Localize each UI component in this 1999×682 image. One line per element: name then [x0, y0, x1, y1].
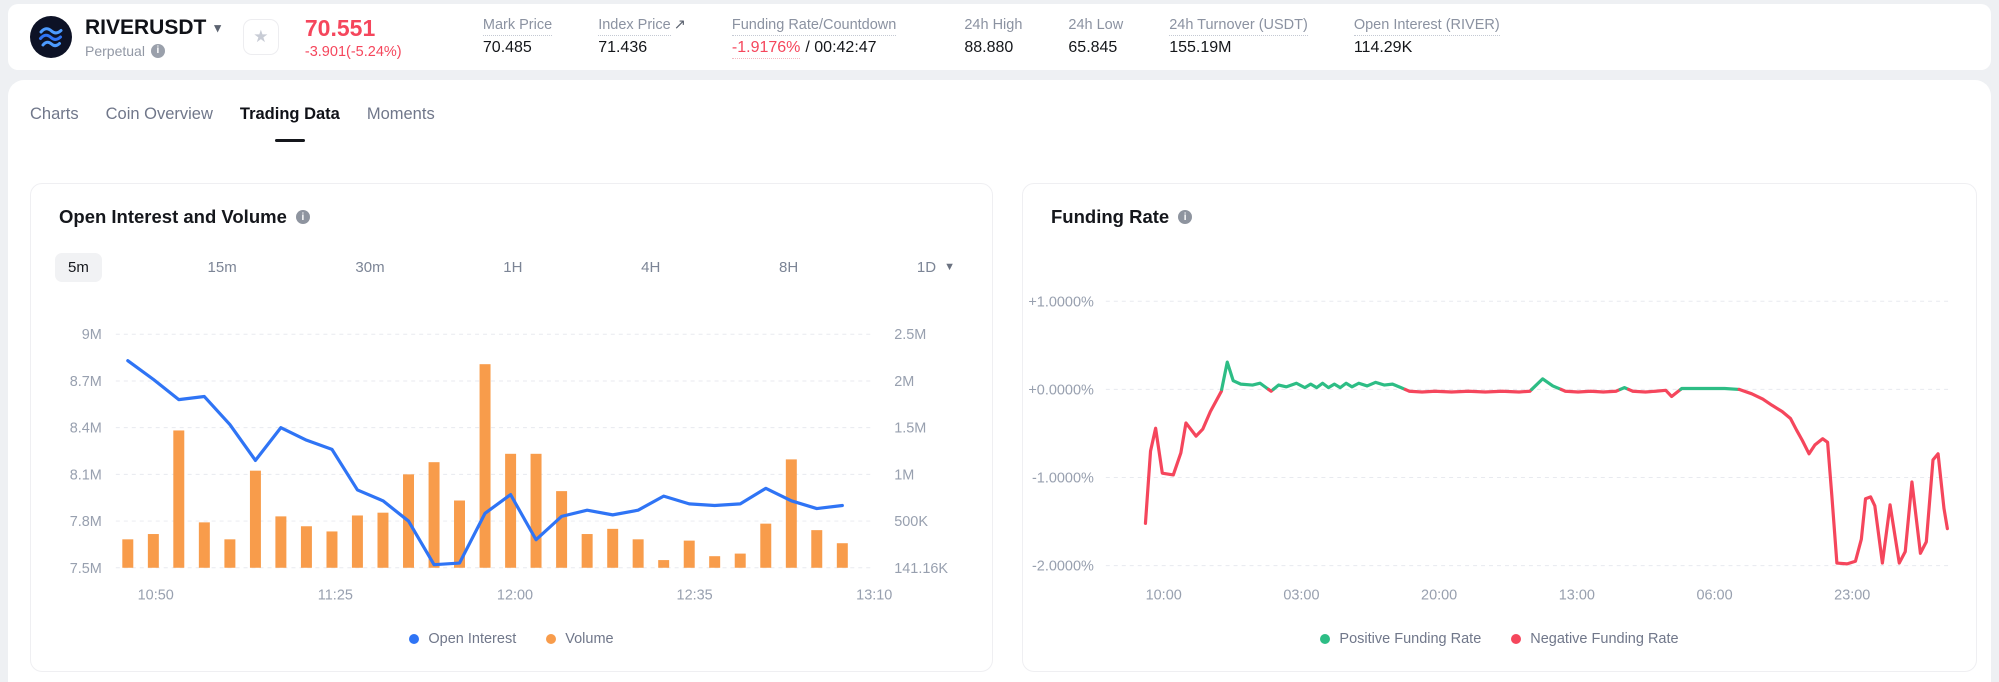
open-interest-volume-card: Open Interest and Volume i 5m 15m 30m 1H…	[30, 183, 993, 672]
open-interest-label[interactable]: Open Interest (RIVER)	[1353, 17, 1500, 36]
svg-text:8.7M: 8.7M	[70, 374, 102, 390]
external-link-icon[interactable]: ↗	[673, 17, 686, 33]
svg-text:20:00: 20:00	[1421, 588, 1457, 604]
svg-text:141.16K: 141.16K	[894, 561, 948, 577]
stat-index-price: Index Price ↗ 71.436	[598, 17, 686, 57]
interval-30m[interactable]: 30m	[355, 258, 385, 276]
svg-text:10:00: 10:00	[1146, 588, 1182, 604]
favorite-button[interactable]: ★	[242, 19, 279, 55]
info-icon[interactable]: i	[1178, 210, 1193, 224]
interval-8h[interactable]: 8H	[779, 258, 799, 276]
turnover-value: 155.19M	[1169, 39, 1232, 56]
funding-rate-chart[interactable]: +1.0000% +0.0000% -1.0000% -2.0000% 10:00 03:…	[1023, 284, 1976, 614]
svg-text:13:00: 13:00	[1559, 588, 1595, 604]
info-icon[interactable]: i	[295, 210, 310, 224]
legend-positive-funding[interactable]: Positive Funding Rate	[1320, 631, 1481, 647]
oi-volume-legend: Open Interest Volume	[31, 631, 992, 647]
svg-text:8.4M: 8.4M	[70, 421, 102, 437]
stat-24h-low: 24h Low 65.845	[1068, 17, 1123, 57]
contract-type-label: Perpetual	[85, 42, 145, 59]
blue-dot-icon	[409, 634, 420, 644]
legend-negative-funding[interactable]: Negative Funding Rate	[1511, 631, 1679, 647]
price-change: -3.901(-5.24%)	[304, 43, 402, 60]
legend-volume[interactable]: Volume	[546, 631, 614, 647]
tab-charts[interactable]: Charts	[30, 105, 79, 123]
interval-1d-dropdown[interactable]: 1D ▼	[916, 258, 955, 276]
svg-text:7.5M: 7.5M	[70, 561, 102, 577]
svg-text:-2.0000%: -2.0000%	[1032, 559, 1094, 575]
star-icon: ★	[253, 27, 269, 46]
svg-text:23:00: 23:00	[1834, 588, 1870, 604]
green-dot-icon	[1320, 634, 1331, 644]
svg-text:06:00: 06:00	[1696, 588, 1732, 604]
turnover-label[interactable]: 24h Turnover (USDT)	[1169, 17, 1308, 36]
tab-moments[interactable]: Moments	[366, 105, 435, 123]
high-value: 88.880	[964, 39, 1014, 56]
stat-mark-price: Mark Price 70.485	[482, 17, 553, 57]
interval-1h[interactable]: 1H	[503, 258, 523, 276]
svg-text:2M: 2M	[894, 374, 914, 390]
high-label: 24h High	[964, 17, 1023, 33]
ticker-header: RIVERUSDT ▾ Perpetual i ★ 70.551 -3.901(…	[8, 4, 1991, 70]
svg-text:2.5M: 2.5M	[894, 327, 926, 343]
svg-text:11:25: 11:25	[318, 588, 353, 604]
open-interest-value: 114.29K	[1353, 39, 1413, 56]
svg-text:+0.0000%: +0.0000%	[1028, 382, 1094, 398]
interval-15m[interactable]: 15m	[207, 258, 237, 276]
legend-open-interest[interactable]: Open Interest	[409, 631, 516, 647]
index-price-label[interactable]: Index Price	[598, 17, 671, 36]
red-dot-icon	[1511, 634, 1522, 644]
low-label: 24h Low	[1068, 17, 1124, 33]
interval-selector: 5m 15m 30m 1H 4H 8H 1D ▼	[55, 250, 968, 284]
chevron-down-icon: ▼	[944, 261, 955, 273]
tab-trading-data[interactable]: Trading Data	[240, 105, 340, 142]
tab-bar: Charts Coin Overview Trading Data Moment…	[8, 80, 1991, 142]
info-icon[interactable]: i	[150, 43, 165, 58]
interval-5m[interactable]: 5m	[55, 252, 102, 282]
ticker-stats: Mark Price 70.485 Index Price ↗ 71.436 Fu…	[482, 17, 1500, 59]
funding-rate-card: Funding Rate i +1.0000% +0.0000% -1.0000% -…	[1022, 183, 1977, 672]
svg-text:1.5M: 1.5M	[894, 421, 926, 437]
stat-24h-high: 24h High 88.880	[964, 17, 1022, 57]
svg-text:12:35: 12:35	[677, 588, 713, 604]
mark-price-label[interactable]: Mark Price	[482, 17, 553, 36]
chevron-down-icon[interactable]: ▾	[214, 19, 221, 35]
content-panel: Charts Coin Overview Trading Data Moment…	[8, 80, 1991, 682]
funding-countdown: / 00:42:47	[805, 39, 877, 56]
svg-text:13:10: 13:10	[856, 588, 892, 604]
index-price-value: 71.436	[598, 39, 648, 56]
orange-dot-icon	[546, 634, 557, 644]
funding-rate-legend: Positive Funding Rate Negative Funding R…	[1023, 631, 1976, 647]
funding-rate-value: -1.9176%	[731, 39, 801, 59]
price-block: 70.551 -3.901(-5.24%)	[305, 15, 425, 60]
stat-open-interest: Open Interest (RIVER) 114.29K	[1353, 17, 1500, 57]
svg-text:+1.0000%: +1.0000%	[1028, 294, 1094, 310]
stat-24h-turnover: 24h Turnover (USDT) 155.19M	[1169, 17, 1308, 57]
svg-text:500K: 500K	[894, 514, 928, 530]
svg-text:9M: 9M	[82, 327, 102, 343]
svg-text:8.1M: 8.1M	[70, 467, 102, 483]
open-interest-volume-chart[interactable]: 9M 2.5M 8.7M 2M 8.4M 1.5M 8.1M 1M 7.8M 500K 7.5M 14…	[31, 304, 992, 606]
svg-text:7.8M: 7.8M	[70, 514, 102, 530]
low-value: 65.845	[1068, 39, 1118, 56]
coin-selector[interactable]: RIVERUSDT ▾ Perpetual i	[30, 16, 221, 59]
last-price: 70.551	[304, 14, 376, 41]
stat-funding-rate: Funding Rate/Countdown -1.9176%/ 00:42:4…	[731, 17, 897, 59]
oi-volume-title: Open Interest and Volume	[59, 206, 287, 227]
svg-text:03:00: 03:00	[1283, 588, 1319, 604]
svg-text:-1.0000%: -1.0000%	[1032, 471, 1094, 487]
coin-logo-icon	[30, 16, 72, 58]
svg-text:1M: 1M	[894, 467, 914, 483]
tab-coin-overview[interactable]: Coin Overview	[105, 105, 213, 123]
svg-text:10:50: 10:50	[138, 588, 174, 604]
svg-text:12:00: 12:00	[497, 588, 533, 604]
symbol-name[interactable]: RIVERUSDT	[85, 15, 207, 39]
mark-price-value: 70.485	[482, 39, 532, 56]
interval-4h[interactable]: 4H	[641, 258, 661, 276]
funding-rate-title: Funding Rate	[1051, 206, 1170, 227]
funding-rate-label[interactable]: Funding Rate/Countdown	[731, 17, 897, 36]
